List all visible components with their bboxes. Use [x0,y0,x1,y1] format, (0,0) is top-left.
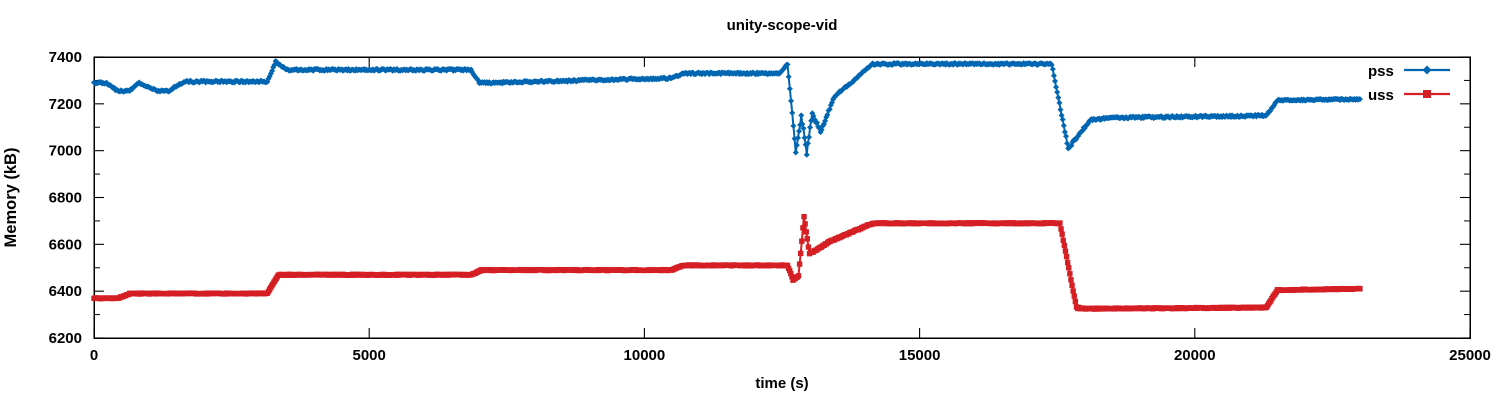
svg-text:7400: 7400 [49,49,82,66]
svg-text:6600: 6600 [49,236,82,253]
svg-text:6200: 6200 [49,330,82,347]
svg-text:7200: 7200 [49,96,82,113]
svg-text:uss: uss [1368,87,1394,104]
svg-text:6800: 6800 [49,190,82,207]
svg-text:Memory (kB): Memory (kB) [2,148,20,248]
svg-text:7000: 7000 [49,143,82,160]
svg-text:time (s): time (s) [755,375,808,392]
svg-text:0: 0 [90,347,98,364]
svg-text:unity-scope-vid: unity-scope-vid [727,17,838,34]
svg-text:20000: 20000 [1174,347,1216,364]
svg-text:10000: 10000 [624,347,666,364]
svg-text:15000: 15000 [899,347,941,364]
svg-text:6400: 6400 [49,283,82,300]
svg-text:25000: 25000 [1449,347,1491,364]
svg-text:pss: pss [1368,63,1394,80]
svg-text:5000: 5000 [353,347,386,364]
